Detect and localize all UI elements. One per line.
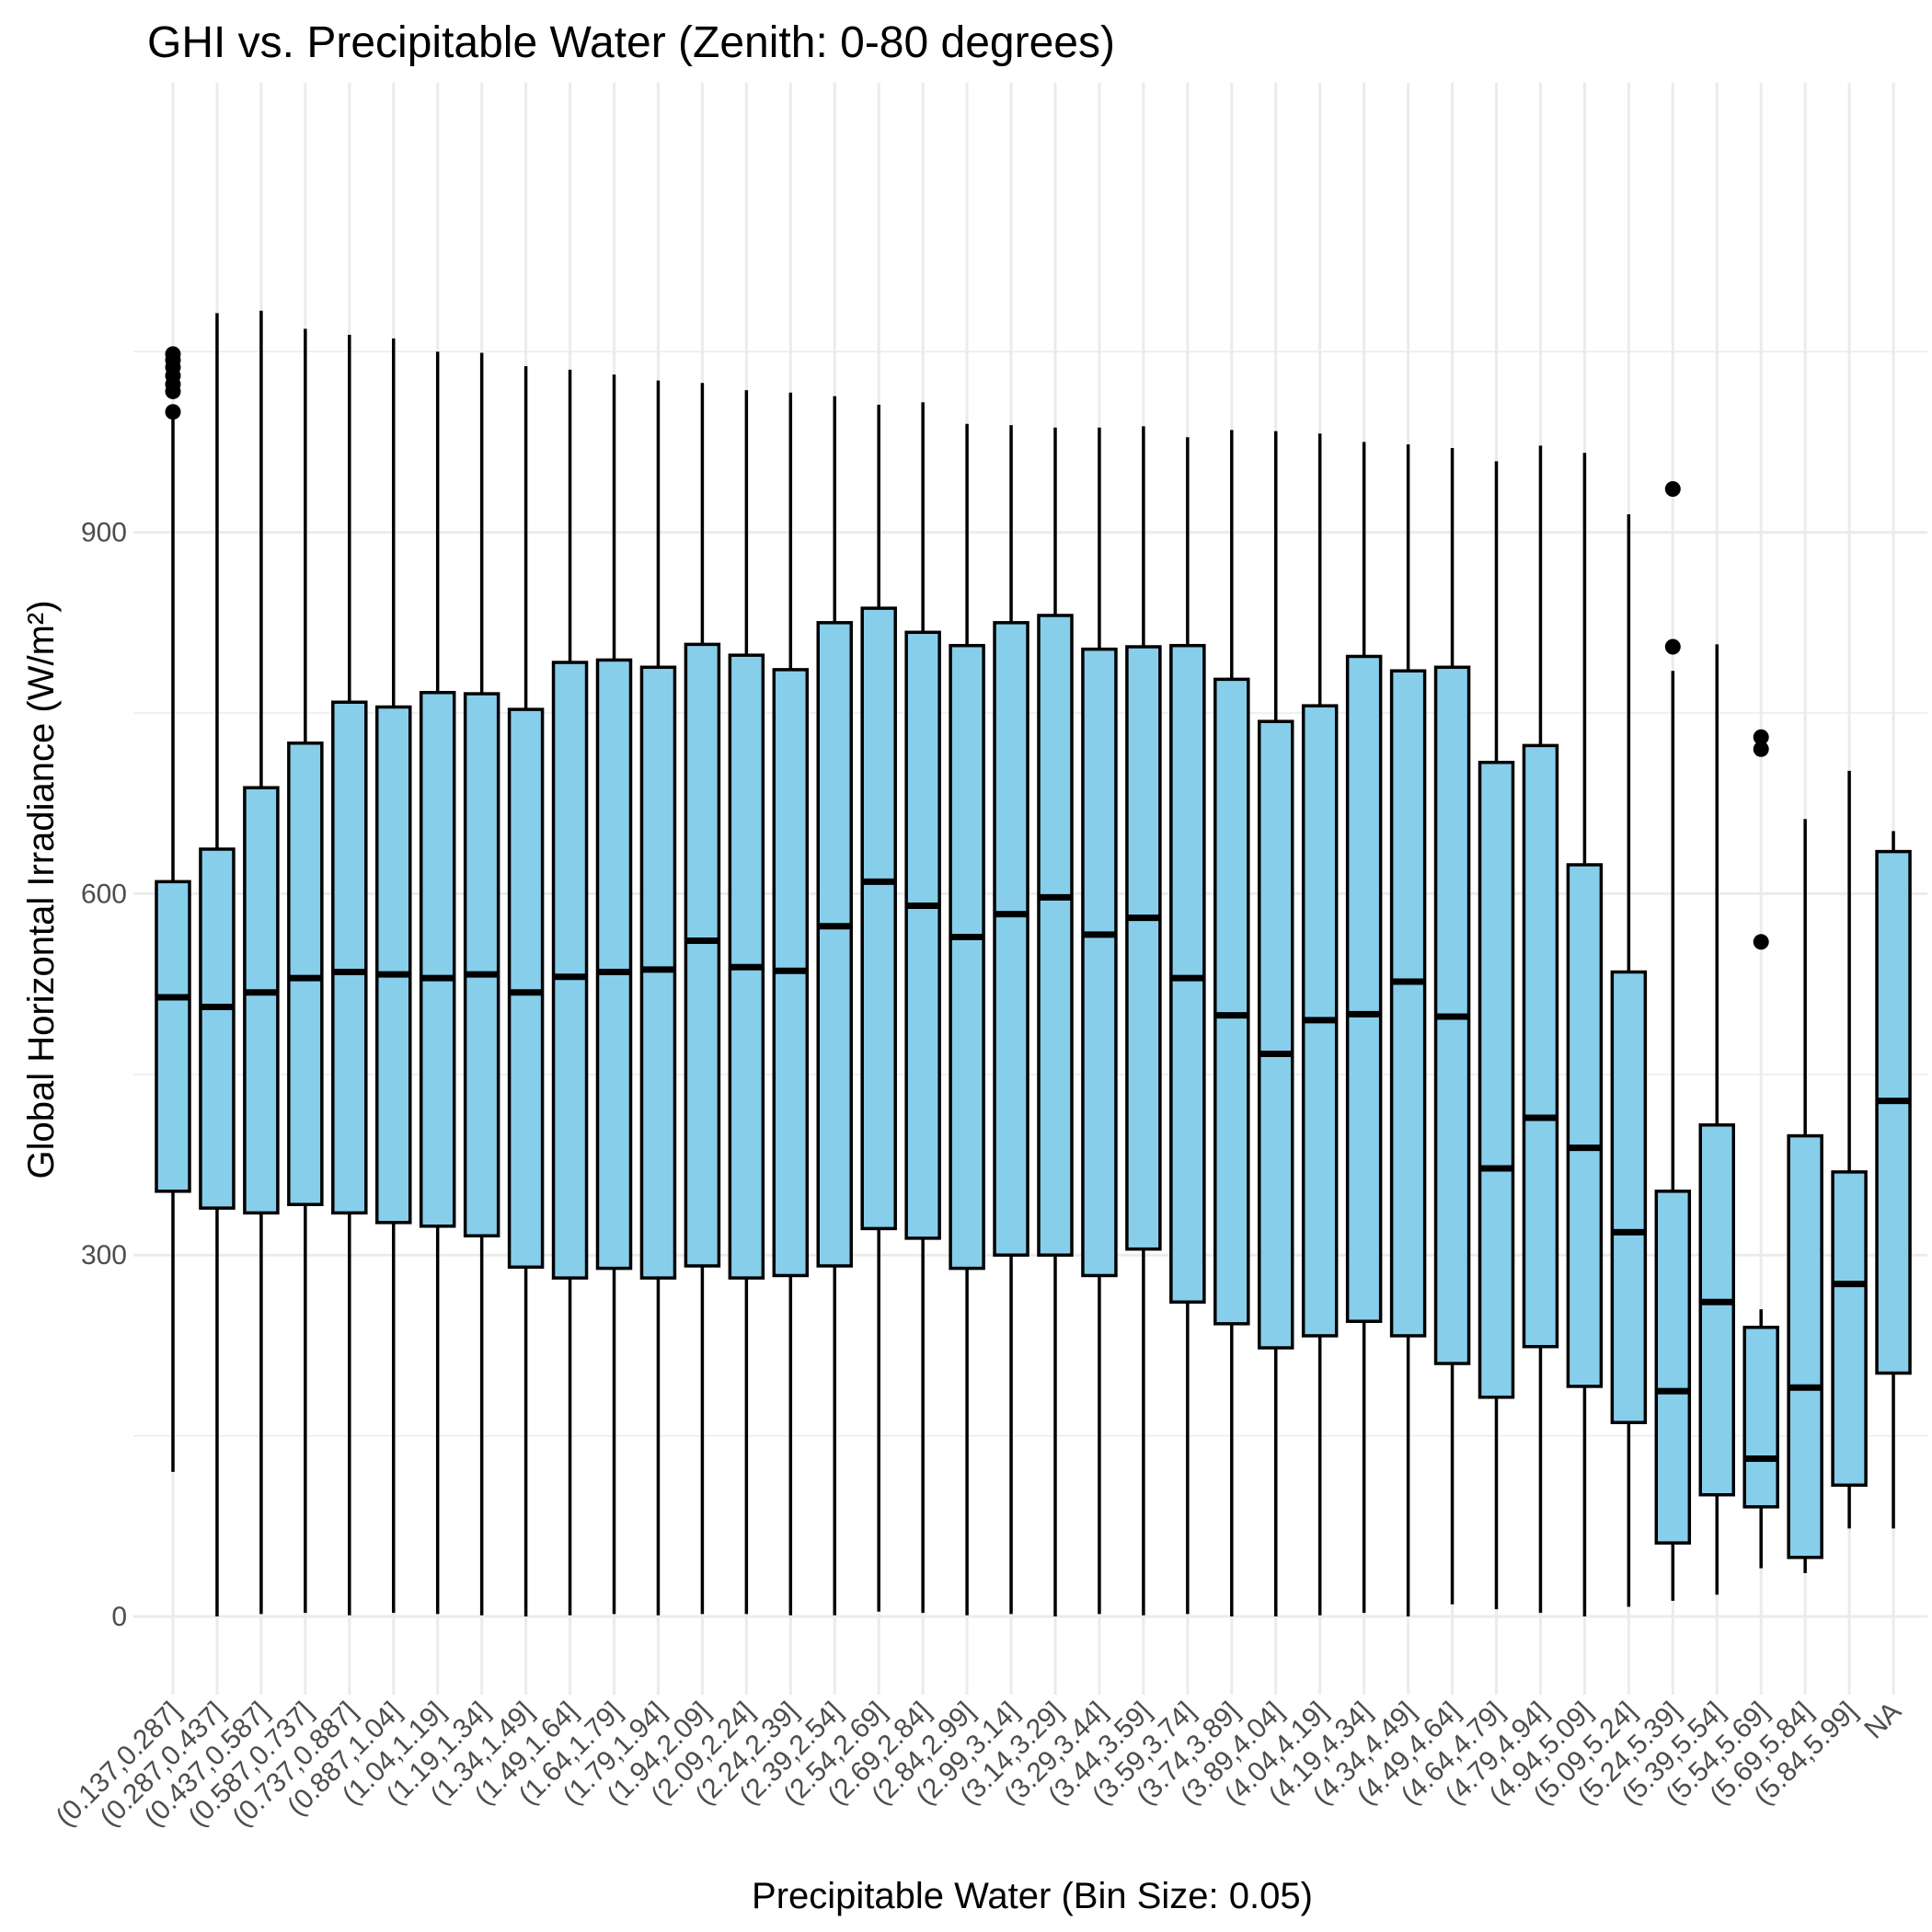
box-body: [1037, 614, 1074, 1257]
box-(4.19,4.34]: [1345, 442, 1383, 1614]
box-(0.137,0.287]: [155, 346, 191, 1472]
box-(5.54,5.69]: [1742, 729, 1779, 1569]
box-(1.49,1.64]: [551, 369, 589, 1616]
box-(5.69,5.84]: [1787, 819, 1823, 1573]
x-tick-labels: (0.137,0.287](0.287,0.437](0.437,0.587](…: [51, 1696, 1907, 1833]
box-body: [1258, 719, 1294, 1350]
box-body: [199, 847, 236, 1210]
box-body: [331, 700, 368, 1215]
box-body: [595, 658, 633, 1271]
box-(1.64,1.79]: [595, 374, 633, 1615]
box-(2.84,2.99]: [949, 423, 985, 1616]
box-body: [463, 692, 500, 1238]
box-(3.44,3.59]: [1125, 426, 1162, 1616]
box-body: [1610, 970, 1648, 1424]
box-body: [243, 786, 280, 1215]
box-(2.99,3.14]: [993, 425, 1029, 1615]
x-tick-label: NA: [1858, 1696, 1907, 1745]
box-body: [860, 606, 897, 1231]
box-body: [1169, 643, 1206, 1305]
y-tick-labels: 0 300 600 900: [81, 518, 127, 1632]
y-tick-label: 0: [111, 1602, 127, 1632]
box-(5.84,5.99]: [1831, 770, 1868, 1529]
box-(0.587,0.737]: [287, 328, 324, 1614]
box-(0.437,0.587]: [243, 310, 280, 1615]
box-(2.09,2.24]: [728, 390, 765, 1615]
box-body: [1831, 1170, 1868, 1488]
x-axis-title: Precipitable Water (Bin Size: 0.05): [752, 1876, 1313, 1916]
box-NA: [1875, 831, 1912, 1529]
y-tick-label: 600: [81, 879, 127, 909]
box-body: [1698, 1123, 1735, 1497]
box-(2.24,2.39]: [772, 392, 810, 1616]
box-(4.64,4.79]: [1478, 461, 1515, 1610]
y-tick-label: 300: [81, 1240, 127, 1271]
box-(2.69,2.84]: [904, 402, 941, 1614]
box-(3.14,3.29]: [1037, 427, 1074, 1616]
box-(1.34,1.49]: [507, 365, 545, 1616]
box-body: [1875, 849, 1912, 1375]
y-tick-label: 900: [81, 518, 127, 548]
box-body: [1787, 1133, 1823, 1559]
box-(4.49,4.64]: [1433, 447, 1471, 1604]
box-(3.29,3.44]: [1081, 427, 1118, 1615]
box-body: [1742, 1326, 1779, 1509]
box-(2.39,2.54]: [816, 396, 853, 1616]
box-body: [1522, 743, 1559, 1349]
box-body: [993, 621, 1029, 1257]
box-body: [155, 880, 191, 1193]
box-(3.59,3.74]: [1169, 437, 1206, 1615]
box-body: [419, 691, 456, 1228]
box-(1.79,1.94]: [639, 380, 677, 1616]
box-body: [551, 661, 589, 1280]
box-body: [1213, 677, 1250, 1326]
y-axis-title: Global Horizontal Irradiance (W/m²): [21, 600, 62, 1179]
outlier-point: [1753, 934, 1769, 950]
box-(5.09,5.24]: [1610, 513, 1648, 1607]
box-body: [1345, 654, 1383, 1323]
outlier-point: [165, 346, 181, 362]
box-body: [1654, 1190, 1692, 1545]
box-(5.39,5.54]: [1698, 644, 1735, 1595]
box-body: [904, 630, 941, 1240]
box-series: [155, 310, 1912, 1616]
box-(0.287,0.437]: [199, 313, 236, 1616]
outlier-point: [1664, 480, 1681, 497]
box-(1.04,1.19]: [419, 351, 456, 1615]
outlier-point: [1753, 741, 1769, 757]
box-(1.94,2.09]: [684, 383, 721, 1615]
box-(3.74,3.89]: [1213, 430, 1250, 1616]
box-body: [1566, 863, 1604, 1388]
box-body: [1389, 669, 1427, 1338]
box-(0.737,0.887]: [331, 334, 368, 1616]
box-(4.79,4.94]: [1522, 445, 1559, 1614]
box-(4.04,4.19]: [1301, 433, 1339, 1616]
box-(5.24,5.39]: [1654, 480, 1692, 1601]
box-body: [949, 643, 985, 1271]
box-body: [287, 742, 324, 1206]
box-(4.34,4.49]: [1389, 444, 1427, 1616]
box-body: [816, 621, 853, 1268]
box-(3.89,4.04]: [1258, 431, 1294, 1616]
box-(2.54,2.69]: [860, 404, 897, 1612]
chart-title: GHI vs. Precipitable Water (Zenith: 0-80…: [147, 18, 1115, 67]
box-body: [375, 705, 412, 1225]
outlier-point: [1753, 729, 1769, 745]
box-body: [1125, 645, 1162, 1251]
box-body: [684, 642, 721, 1268]
outlier-point: [165, 404, 181, 420]
box-body: [1478, 760, 1515, 1399]
box-(1.19,1.34]: [463, 352, 500, 1616]
box-body: [507, 707, 545, 1270]
box-(0.887,1.04]: [375, 338, 412, 1614]
box-body: [1081, 647, 1118, 1278]
outlier-point: [1664, 638, 1681, 655]
box-(4.94,5.09]: [1566, 453, 1604, 1616]
